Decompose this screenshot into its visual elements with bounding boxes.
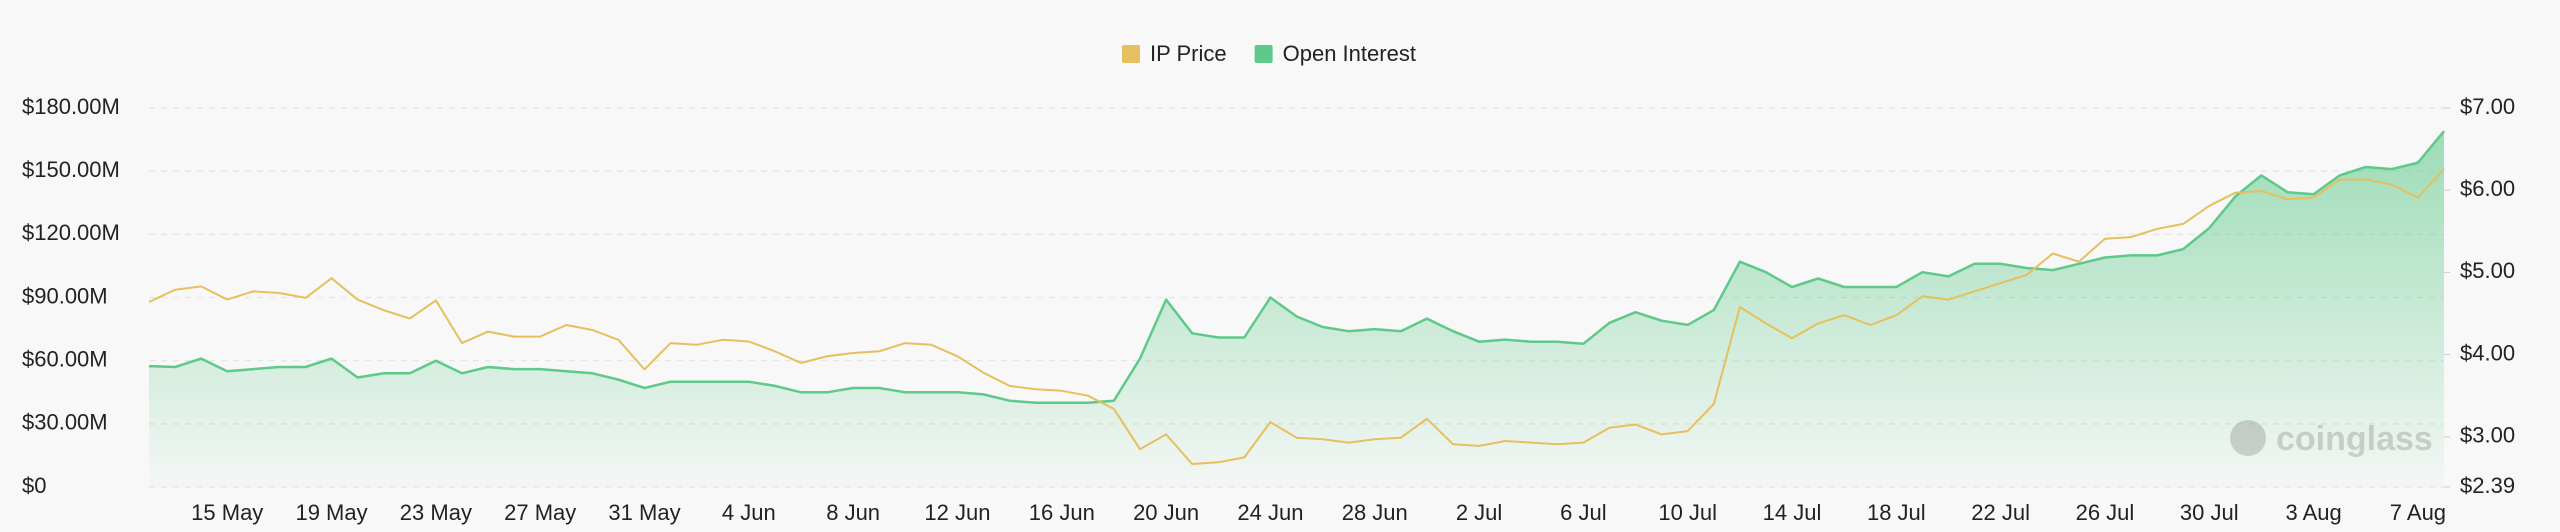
legend: IP Price Open Interest (1122, 41, 1416, 66)
x-tick-label: 30 Jul (2180, 500, 2239, 525)
x-tick-label: 15 May (191, 500, 263, 525)
x-tick-label: 10 Jul (1658, 500, 1717, 525)
y2-tick-label: $5.00 (2460, 258, 2515, 283)
x-tick-label: 14 Jul (1763, 500, 1822, 525)
x-tick-label: 16 Jun (1029, 500, 1095, 525)
x-tick-label: 24 Jun (1237, 500, 1303, 525)
legend-swatch[interactable] (1254, 45, 1273, 63)
watermark: coinglass (2230, 420, 2433, 458)
x-tick-label: 6 Jul (1560, 500, 1606, 525)
y2-tick-label: $6.00 (2460, 176, 2515, 201)
y2-tick-label: $3.00 (2460, 423, 2515, 448)
open-interest-line (148, 130, 2445, 405)
x-tick-label: 3 Aug (2285, 500, 2341, 525)
y-tick-label: $150.00M (22, 157, 120, 182)
x-tick-label: 23 May (400, 500, 472, 525)
y-tick-label: $0 (22, 473, 46, 498)
x-tick-label: 20 Jun (1133, 500, 1199, 525)
x-tick-label: 7 Aug (2390, 500, 2446, 525)
legend-swatch[interactable] (1122, 45, 1140, 63)
price-line (148, 168, 2445, 465)
y-tick-label: $30.00M (22, 410, 108, 435)
y-tick-label: $60.00M (22, 346, 108, 371)
watermark-icon (2230, 420, 2266, 456)
legend-label[interactable]: IP Price (1150, 41, 1227, 66)
x-tick-label: 22 Jul (1971, 500, 2030, 525)
x-tick-label: 19 May (295, 500, 367, 525)
x-tick-label: 2 Jul (1456, 500, 1502, 525)
y-tick-label: $90.00M (22, 283, 108, 308)
y2-tick-label: $4.00 (2460, 340, 2515, 365)
open-interest-area (149, 131, 2444, 487)
x-tick-label: 31 May (608, 500, 680, 525)
y2-tick-label: $7.00 (2460, 94, 2515, 119)
grid: $0 $30.00M $60.00M $90.00M $120.00M $150.00M $… (22, 94, 2515, 525)
x-tick-label: 26 Jul (2076, 500, 2135, 525)
y-tick-label: $120.00M (22, 220, 120, 245)
legend-label[interactable]: Open Interest (1283, 41, 1416, 66)
x-tick-label: 4 Jun (722, 500, 776, 525)
x-tick-label: 12 Jun (924, 500, 990, 525)
x-tick-label: 8 Jun (826, 500, 880, 525)
y2-tick-label: $2.39 (2460, 473, 2515, 498)
watermark-text: coinglass (2276, 420, 2433, 458)
x-tick-label: 18 Jul (1867, 500, 1926, 525)
y-tick-label: $180.00M (22, 94, 120, 119)
x-tick-label: 27 May (504, 500, 576, 525)
x-tick-label: 28 Jun (1342, 500, 1408, 525)
marks (148, 130, 2445, 487)
